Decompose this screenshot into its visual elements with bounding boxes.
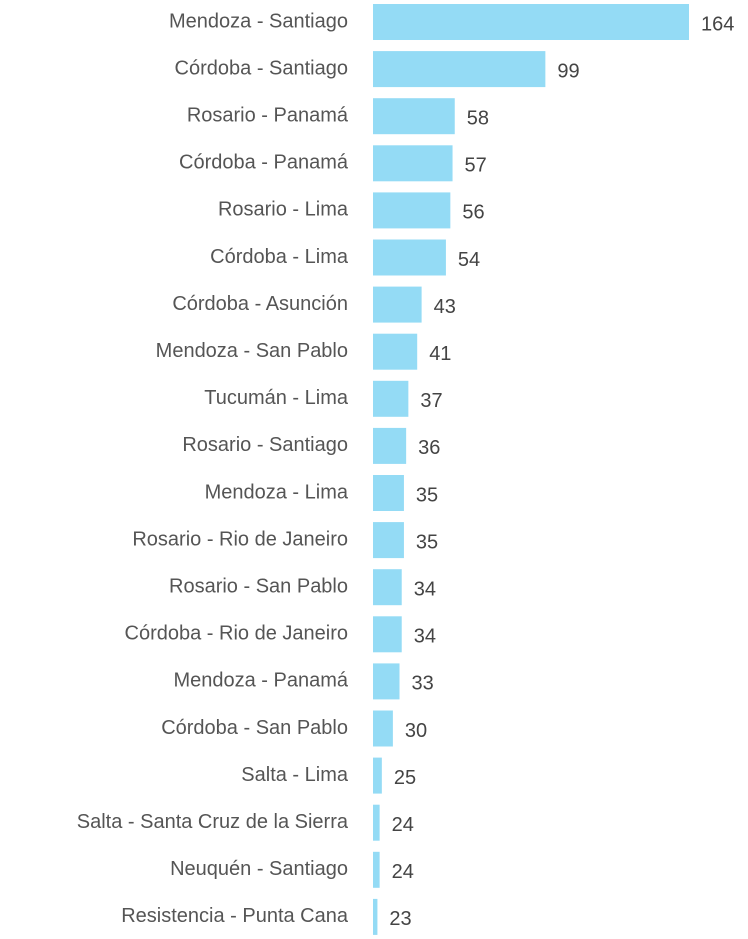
category-label: Rosario - Santiago xyxy=(182,434,348,456)
value-label: 24 xyxy=(392,861,414,883)
value-label: 99 xyxy=(557,60,579,82)
category-label: Rosario - Rio de Janeiro xyxy=(132,528,348,550)
value-label: 58 xyxy=(467,107,489,129)
value-label: 23 xyxy=(389,908,411,930)
value-label: 54 xyxy=(458,249,480,271)
category-label: Rosario - Lima xyxy=(218,199,349,221)
value-label: 37 xyxy=(420,390,442,412)
bar xyxy=(373,51,546,88)
bar xyxy=(373,333,418,370)
category-label: Salta - Santa Cruz de la Sierra xyxy=(77,811,349,833)
value-label: 43 xyxy=(434,296,456,318)
bar xyxy=(373,98,455,135)
category-label: Córdoba - Rio de Janeiro xyxy=(125,623,348,645)
bar xyxy=(373,475,404,511)
bar xyxy=(373,4,689,40)
category-label: Mendoza - Santiago xyxy=(169,10,348,32)
category-label: Mendoza - Lima xyxy=(205,481,349,503)
bar xyxy=(373,380,409,417)
value-label: 34 xyxy=(414,578,436,600)
value-label: 34 xyxy=(414,626,436,648)
category-label: Mendoza - San Pablo xyxy=(156,340,348,362)
category-label: Tucumán - Lima xyxy=(204,387,349,409)
value-label: 164 xyxy=(701,13,734,35)
value-label: 24 xyxy=(392,814,414,836)
bar xyxy=(373,804,380,841)
category-label: Córdoba - San Pablo xyxy=(161,717,348,739)
category-label: Córdoba - Panamá xyxy=(179,152,349,174)
category-label: Neuquén - Santiago xyxy=(170,858,348,880)
value-label: 56 xyxy=(462,202,484,224)
bar xyxy=(373,569,402,606)
value-label: 36 xyxy=(418,437,440,459)
category-label: Córdoba - Lima xyxy=(210,246,349,268)
bar xyxy=(373,286,422,323)
bar xyxy=(373,239,446,276)
value-label: 41 xyxy=(429,343,451,365)
bar xyxy=(373,427,407,464)
bar xyxy=(373,145,453,182)
value-label: 25 xyxy=(394,767,416,789)
bar xyxy=(373,757,382,794)
value-label: 30 xyxy=(405,720,427,742)
bar xyxy=(373,616,402,653)
bar xyxy=(373,522,404,559)
category-label: Córdoba - Asunción xyxy=(172,293,348,315)
bar xyxy=(373,192,451,229)
bar xyxy=(373,898,378,935)
category-label: Rosario - San Pablo xyxy=(169,575,348,597)
category-label: Córdoba - Santiago xyxy=(175,57,348,79)
category-label: Mendoza - Panamá xyxy=(173,670,348,692)
category-label: Salta - Lima xyxy=(241,764,349,786)
category-label: Rosario - Panamá xyxy=(187,104,349,126)
value-label: 35 xyxy=(416,484,438,506)
category-label: Resistencia - Punta Cana xyxy=(121,905,349,927)
bar xyxy=(373,710,393,747)
bar xyxy=(373,663,400,700)
value-label: 57 xyxy=(465,155,487,177)
value-label: 33 xyxy=(412,673,434,695)
bar xyxy=(373,851,380,888)
value-label: 35 xyxy=(416,531,438,553)
